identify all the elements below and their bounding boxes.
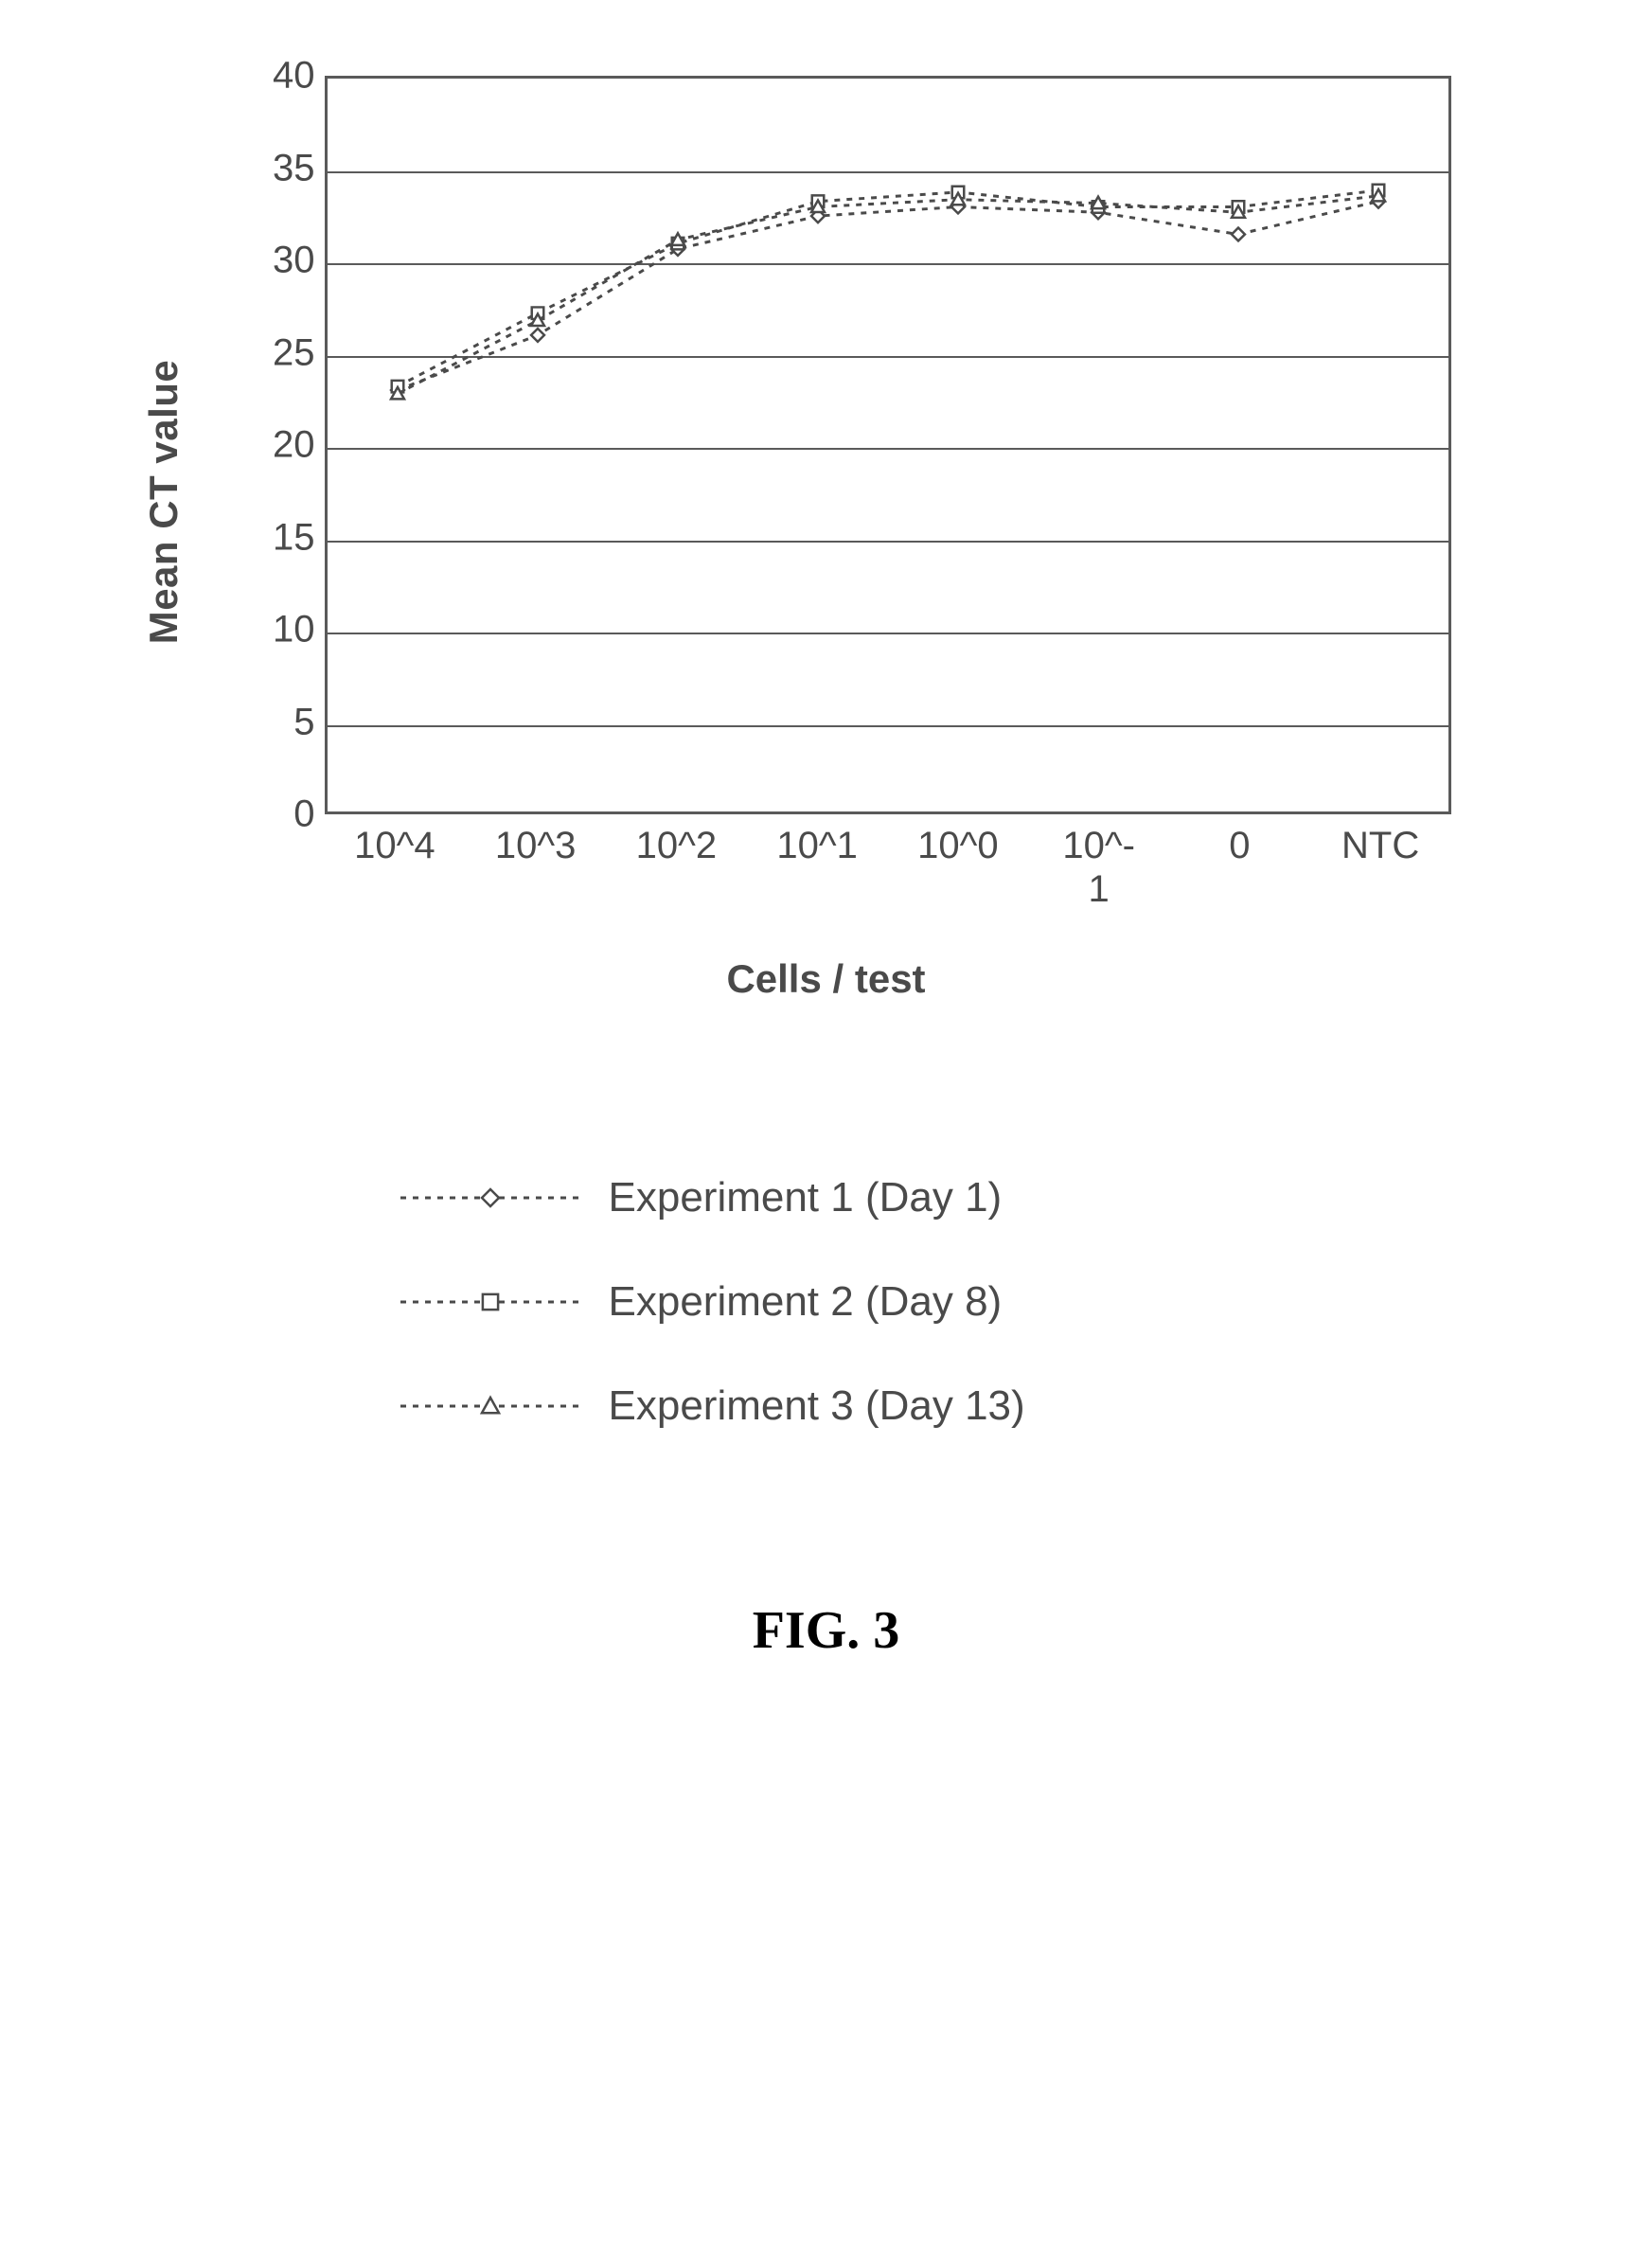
series-marker xyxy=(671,233,684,245)
x-tick-label: 0 xyxy=(1229,824,1250,867)
y-axis-label: Mean CT value xyxy=(141,360,187,645)
x-tick-label: 10^0 xyxy=(917,824,999,867)
series-marker xyxy=(1232,228,1245,241)
plot-box xyxy=(325,76,1451,814)
series-line xyxy=(398,202,1378,390)
x-tick-label: 10^4 xyxy=(354,824,435,867)
series-line xyxy=(398,196,1378,394)
legend-item: Experiment 1 (Day 1) xyxy=(400,1174,1252,1221)
y-tick-label: 40 xyxy=(230,55,315,98)
y-tick-label: 15 xyxy=(230,516,315,559)
x-tick-label: NTC xyxy=(1341,824,1419,867)
plot-svg xyxy=(328,79,1448,811)
figure-caption: FIG. 3 xyxy=(164,1600,1489,1661)
series-marker xyxy=(1092,197,1105,209)
legend-label: Experiment 3 (Day 13) xyxy=(609,1382,1025,1430)
legend-swatch xyxy=(400,1179,580,1217)
x-tick-label: 10^2 xyxy=(636,824,718,867)
legend-swatch xyxy=(400,1387,580,1425)
series-line xyxy=(398,190,1378,386)
y-tick-label: 5 xyxy=(230,701,315,743)
x-tick-label: 10^3 xyxy=(495,824,577,867)
legend-item: Experiment 2 (Day 8) xyxy=(400,1278,1252,1326)
legend-item: Experiment 3 (Day 13) xyxy=(400,1382,1252,1430)
y-tick-label: 20 xyxy=(230,424,315,467)
x-tick-label: 10^- 1 xyxy=(1062,824,1135,911)
x-axis-label: Cells / test xyxy=(726,956,925,1002)
y-tick-label: 0 xyxy=(230,793,315,836)
legend-label: Experiment 2 (Day 8) xyxy=(609,1278,1003,1326)
legend: Experiment 1 (Day 1) Experiment 2 (Day 8)… xyxy=(400,1174,1252,1430)
y-tick-label: 35 xyxy=(230,147,315,189)
legend-label: Experiment 1 (Day 1) xyxy=(609,1174,1003,1221)
chart-area: Mean CT value 0510152025303540 10^410^31… xyxy=(202,76,1451,928)
y-tick-label: 25 xyxy=(230,331,315,374)
y-tick-label: 30 xyxy=(230,240,315,282)
legend-swatch xyxy=(400,1283,580,1321)
series-marker xyxy=(531,329,544,342)
figure-container: Mean CT value 0510152025303540 10^410^31… xyxy=(164,76,1489,1661)
y-tick-label: 10 xyxy=(230,609,315,651)
x-tick-label: 10^1 xyxy=(776,824,858,867)
